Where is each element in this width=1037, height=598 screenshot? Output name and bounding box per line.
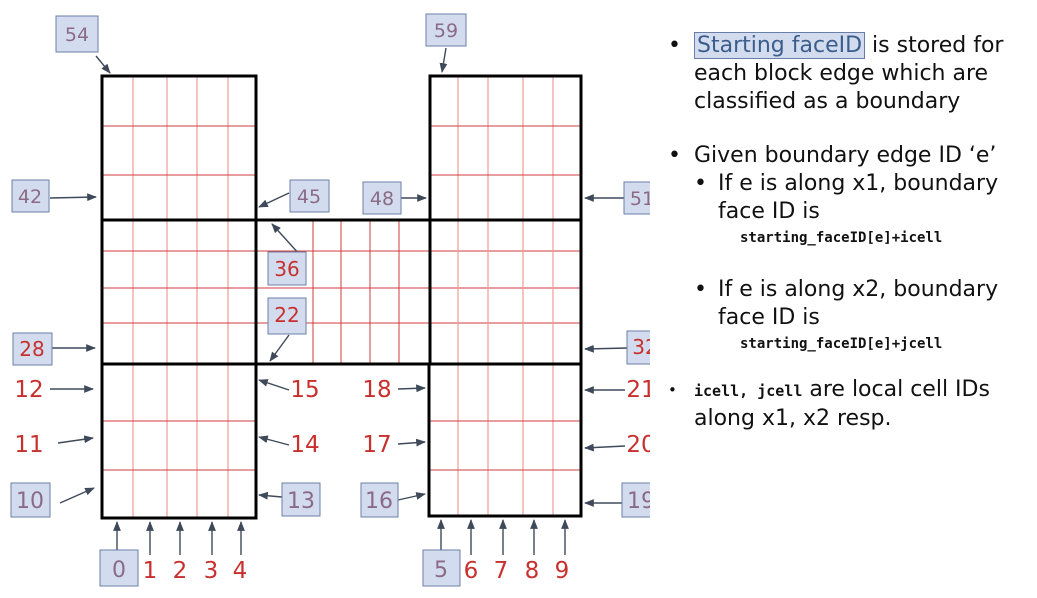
label-20: 20 [626, 432, 650, 458]
label-4: 4 [233, 558, 248, 584]
label-8: 8 [525, 558, 540, 584]
label-13: 13 [287, 489, 315, 514]
block-boundaries [100, 74, 583, 520]
explanation-notes: • Starting faceID is stored for each blo… [668, 32, 1030, 433]
arrows [49, 47, 629, 555]
bullet-dot: • [668, 33, 681, 58]
label-54: 54 [65, 24, 89, 46]
bullet-dot: • [668, 381, 677, 399]
label-51: 51 [630, 188, 650, 210]
sub1-text: If e is along x1, boundary face ID is [718, 171, 999, 224]
bullet-dot: • [694, 171, 707, 196]
bullet3-text: are local cell IDs along x1, x2 resp. [694, 377, 990, 431]
sub-bullet-x2: • If e is along x2, boundary face ID is [694, 276, 1030, 332]
label-0: 0 [112, 558, 126, 583]
bullet-dot: • [694, 277, 707, 302]
boxed-labels: 54 59 42 45 48 51 36 22 28 32 10 13 16 1… [10, 13, 650, 587]
label-5: 5 [434, 558, 448, 583]
sub2-text: If e is along x2, boundary face ID is [718, 277, 999, 330]
bullet-starting-faceid: • Starting faceID is stored for each blo… [668, 32, 1030, 116]
label-6: 6 [464, 558, 479, 584]
label-17: 17 [362, 432, 391, 458]
sub-bullet-x1: • If e is along x1, boundary face ID is [694, 170, 1030, 226]
label-18: 18 [362, 377, 391, 403]
label-2: 2 [173, 558, 188, 584]
label-11: 11 [14, 432, 43, 458]
label-19: 19 [627, 489, 650, 514]
label-12: 12 [14, 377, 43, 403]
label-9: 9 [555, 558, 570, 584]
bullet-dot: • [668, 143, 681, 168]
mesh-diagram: 54 59 42 45 48 51 36 22 28 32 10 13 16 1… [10, 13, 650, 587]
label-7: 7 [494, 558, 509, 584]
label-42: 42 [18, 186, 42, 208]
label-36: 36 [274, 257, 299, 281]
label-10: 10 [16, 489, 44, 514]
right-block-grid [429, 76, 581, 516]
label-15: 15 [290, 377, 319, 403]
label-3: 3 [204, 558, 219, 584]
left-block-grid [102, 76, 256, 518]
label-59: 59 [434, 20, 458, 42]
label-14: 14 [290, 432, 319, 458]
label-16: 16 [365, 489, 393, 514]
middle-strip-grid [102, 220, 581, 364]
bullet-local-ids: • icell, jcell are local cell IDs along … [668, 376, 1030, 433]
label-45: 45 [297, 186, 321, 208]
bullet2-text: Given boundary edge ID ‘e’ [694, 143, 997, 168]
code-x1: starting_faceID[e]+icell [740, 230, 943, 246]
code-x2: starting_faceID[e]+jcell [740, 336, 943, 352]
bullet1-text: is stored for each block edge which are … [694, 33, 1004, 114]
label-48: 48 [370, 188, 394, 210]
label-1: 1 [143, 558, 158, 584]
code-icell-jcell: icell, jcell [694, 382, 803, 400]
label-28: 28 [19, 337, 44, 361]
red-labels: 12 11 15 14 18 17 21 20 1 2 3 4 6 7 8 9 [14, 377, 650, 584]
bullet-given-edge: • Given boundary edge ID ‘e’ [668, 142, 1030, 170]
label-32: 32 [632, 335, 650, 359]
highlight-starting-faceid: Starting faceID [694, 32, 866, 59]
label-22: 22 [274, 303, 299, 327]
label-21: 21 [626, 377, 650, 403]
